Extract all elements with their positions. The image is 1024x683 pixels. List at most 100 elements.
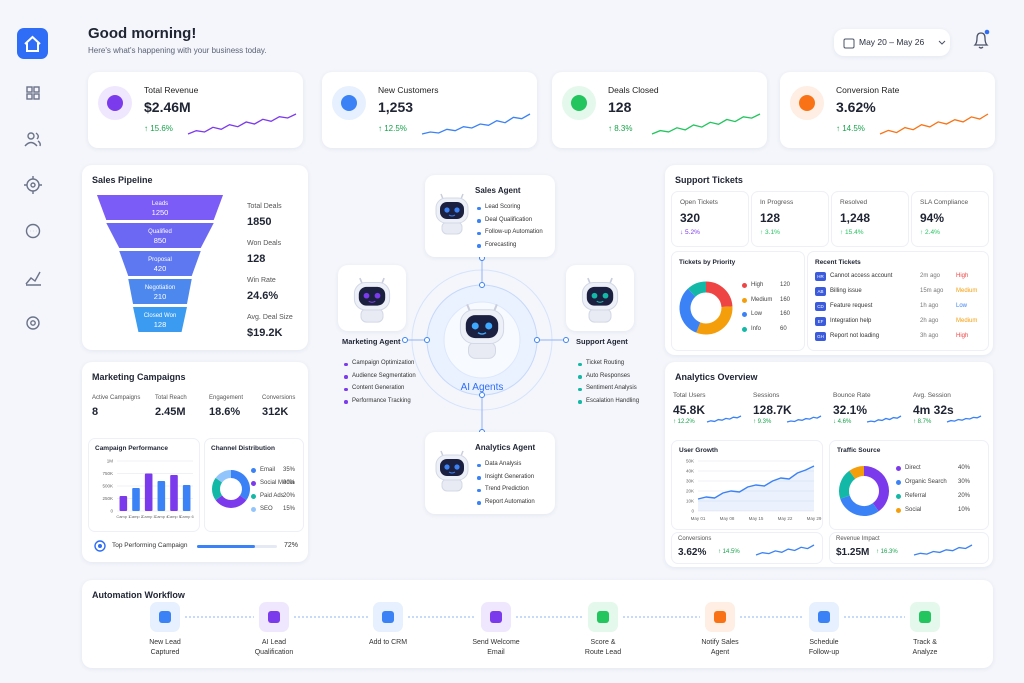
robot-face: [440, 202, 464, 219]
legend-swatch: [251, 507, 256, 512]
donut-segment: [696, 306, 733, 335]
home-button[interactable]: [17, 28, 48, 59]
date-range[interactable]: May 20 – May 26: [859, 37, 925, 47]
ticket-priority: High: [956, 333, 969, 339]
kpi-change: ↑ 15.6%: [144, 124, 173, 133]
kpi-change: ↑ 14.5%: [836, 124, 865, 133]
x-tick-label: Camp 6: [180, 514, 195, 519]
settings-icon[interactable]: [26, 316, 40, 330]
funnel-stage: [96, 195, 224, 220]
legend-label: Referral: [905, 493, 927, 499]
traffic-source: Traffic Source Direct 40% Organic Search 30%…: [829, 440, 989, 530]
ticket-tag: HR: [815, 272, 826, 281]
stat-label: Bounce Rate: [833, 392, 871, 399]
graphic: [353, 277, 391, 323]
x-tick-label: May 01: [691, 516, 706, 521]
sales-pipeline-card: Sales Pipeline Leads 1250 Qualified 850 Propo…: [82, 165, 308, 350]
stat-label: Engagement: [209, 395, 244, 401]
chart-icon[interactable]: [25, 271, 41, 286]
donut-segment: [230, 470, 250, 501]
task-label: Escalation Handling: [586, 397, 640, 404]
legend-swatch: [896, 480, 901, 485]
stat-change: ↓ 5.2%: [680, 229, 700, 236]
connector-dot: [402, 337, 408, 343]
stat-label: Total Users: [673, 392, 706, 399]
stat-value: 1850: [247, 216, 272, 228]
chart-title: Tickets by Priority: [679, 259, 736, 266]
funnel-stage: [106, 223, 214, 248]
task-label: Data Analysis: [485, 461, 522, 467]
funnel-value: 210: [154, 292, 167, 301]
sparkline: [913, 544, 973, 556]
connector-dot: [424, 337, 430, 343]
task-label: Insight Generation: [485, 473, 535, 480]
target-icon: [98, 544, 102, 548]
x-tick-label: May 29: [807, 516, 822, 521]
graphic: [402, 255, 569, 435]
date-picker[interactable]: May 20 – May 26: [834, 29, 950, 56]
funnel-value: 850: [154, 236, 167, 245]
sparkline: [706, 415, 742, 423]
legend-label: Organic Search: [905, 479, 947, 485]
ticket-stat: SLA Compliance 94% ↑ 2.4%: [911, 191, 989, 247]
target-icon[interactable]: [24, 176, 42, 194]
ticket-tag: AB: [815, 287, 826, 296]
legend-value: 40%: [958, 465, 971, 471]
hub-label: AI Agents: [460, 382, 504, 393]
sparkline: [786, 415, 822, 423]
task-dot: [477, 244, 481, 248]
step-icon-glyph: [382, 611, 394, 623]
task-dot: [477, 231, 481, 235]
users-icon[interactable]: [24, 132, 41, 147]
agent-tile: [338, 265, 406, 331]
sparkline: [866, 415, 902, 423]
step-icon-glyph: [159, 611, 171, 623]
funnel-value: 1250: [152, 208, 169, 217]
legend-value: 160: [780, 296, 791, 303]
step-label: New Lead Captured: [149, 639, 181, 656]
task-label: Content Generation: [352, 385, 405, 391]
chat-icon[interactable]: [25, 223, 41, 239]
agent-card: Analytics Agent Data Analysis Insight Gene…: [425, 432, 555, 514]
chart-title: Channel Distribution: [211, 445, 275, 452]
kpi-label: Deals Closed: [608, 85, 659, 95]
stat-value: 128: [760, 211, 781, 225]
y-tick-label: 40K: [686, 469, 694, 474]
x-tick-label: Camp 2: [129, 514, 144, 519]
robot-body: [588, 308, 612, 323]
graphic: [866, 415, 902, 423]
ticket-tag: GH: [815, 332, 826, 341]
legend-swatch: [251, 494, 256, 499]
stat-value: 312K: [262, 406, 289, 418]
stat-label: Win Rate: [247, 277, 276, 284]
task-dot: [477, 476, 481, 480]
legend-swatch: [251, 468, 256, 473]
task-dot: [477, 206, 481, 210]
stat-label: Won Deals: [247, 240, 282, 247]
chevron: [938, 40, 946, 45]
stat-label: Conversions: [262, 395, 296, 401]
grid-icon[interactable]: [26, 86, 40, 100]
robot-mouth: [596, 300, 604, 303]
robot-eye: [602, 292, 609, 299]
robot-mouth: [448, 214, 456, 217]
graphic: [879, 113, 989, 135]
x-tick-label: May 22: [778, 516, 793, 521]
progress-bar: [197, 545, 255, 548]
sidebar: [17, 28, 48, 330]
task-label: Auto Responses: [586, 372, 631, 379]
donut-segment: [849, 466, 865, 480]
y-tick-label: 0: [691, 509, 694, 514]
y-tick-label: 50K: [686, 459, 694, 464]
ticket-stat: Open Tickets 320 ↓ 5.2%: [671, 191, 749, 247]
stat-change: ↑ 15.4%: [840, 229, 864, 236]
legend-swatch: [742, 283, 747, 288]
task-label: Follow-up Automation: [485, 229, 543, 235]
legend-label: Low: [751, 311, 763, 317]
robot-body: [441, 221, 463, 235]
page-title: Good morning!: [88, 25, 197, 42]
graphic: [755, 544, 815, 556]
donut-segment: [215, 470, 232, 483]
